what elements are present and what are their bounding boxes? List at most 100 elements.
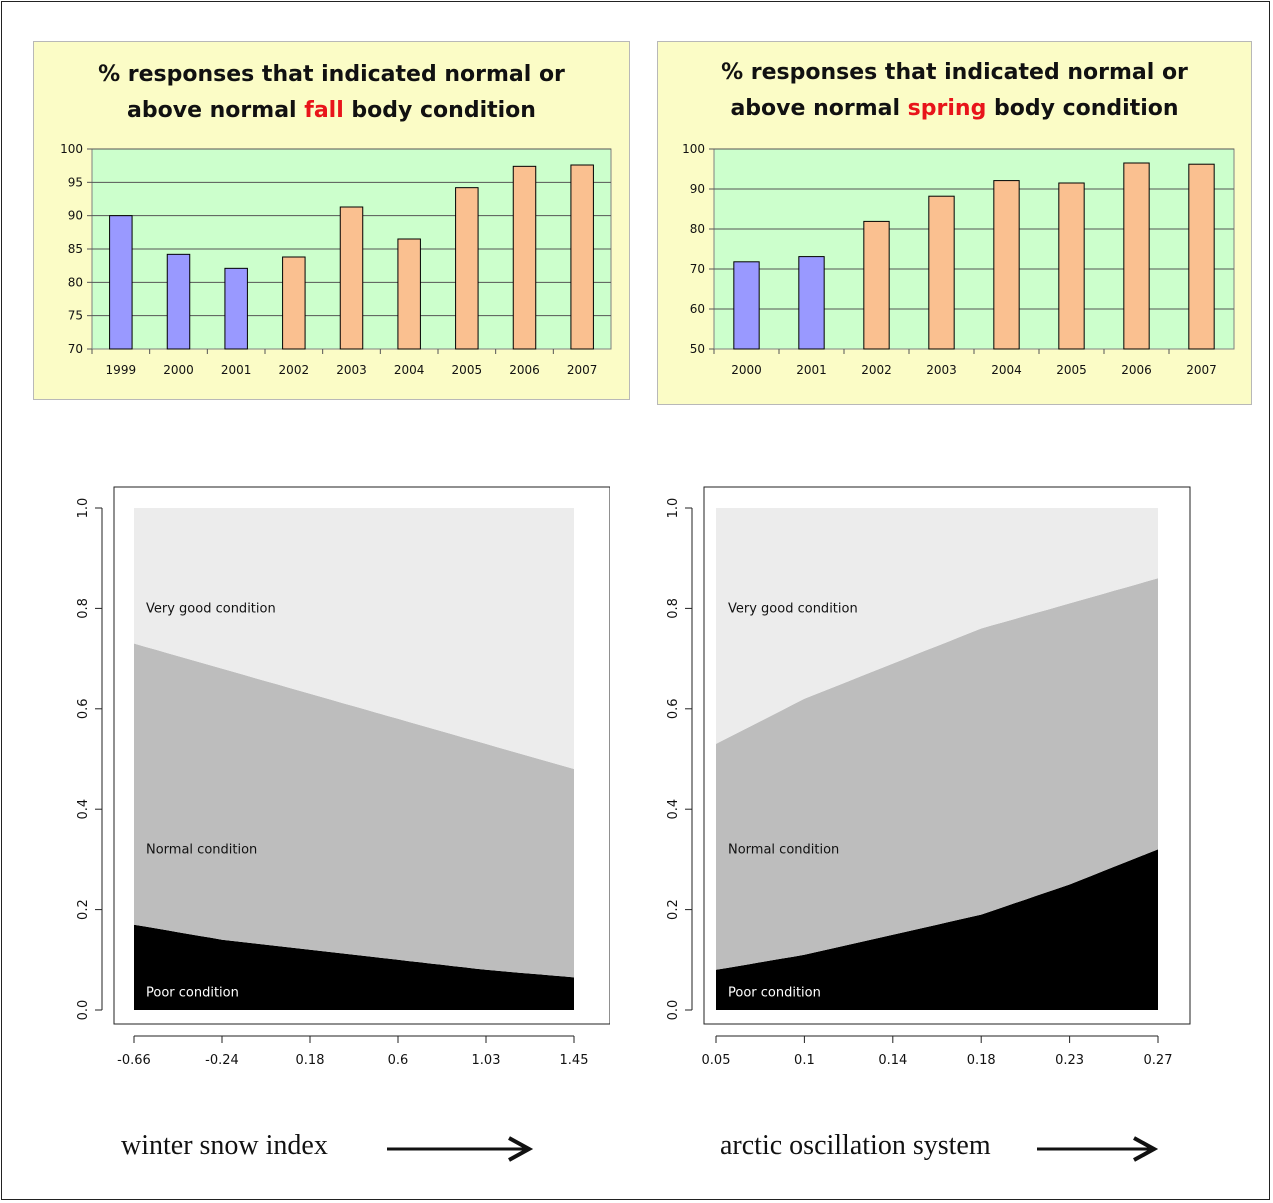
label-normal-condition: Normal condition — [146, 842, 257, 857]
bar-2005 — [1058, 182, 1085, 350]
y-tick-label: 0.6 — [666, 698, 681, 719]
x-tick-label: 2001 — [796, 363, 827, 377]
snow-index-plot: Poor condition Normal condition Very good … — [76, 486, 610, 1068]
label-very-good-condition: Very good condition — [146, 601, 276, 616]
y-tick-label: 75 — [68, 309, 83, 323]
y-tick-label: 0.8 — [76, 598, 91, 619]
x-tick-label: 2007 — [567, 363, 598, 377]
x-tick-label: 2002 — [279, 363, 310, 377]
bar-2007 — [1188, 163, 1215, 350]
label-poor-condition: Poor condition — [146, 985, 239, 1000]
x-tick-label: 2001 — [221, 363, 252, 377]
label-normal-condition: Normal condition — [728, 842, 839, 857]
arctic-arrow-icon — [1037, 1136, 1159, 1162]
bar-2006 — [512, 165, 537, 350]
x-tick-label: 2006 — [1121, 363, 1152, 377]
y-tick-label: 0.2 — [76, 899, 91, 920]
y-tick-label: 100 — [682, 142, 705, 156]
fall-body-condition-chart: % responses that indicated normal or abo… — [33, 41, 630, 400]
x-tick-label: 0.6 — [388, 1053, 409, 1068]
spring-title-line2: above normal spring body condition — [730, 96, 1179, 121]
fall-chart-title: % responses that indicated normal or abo… — [34, 57, 629, 129]
arctic-oscillation-plot: Poor condition Normal condition Very good … — [666, 486, 1191, 1068]
bar-2001 — [224, 267, 248, 350]
fall-bar-plot: 70 75 80 85 90 95 100 1999 2000 2001 2002 2003 2004 2… — [60, 142, 612, 377]
band-poor-condition — [134, 924, 574, 1010]
y-tick-label: 0.0 — [76, 1000, 91, 1021]
x-tick-label: 2005 — [1056, 363, 1087, 377]
x-tick-label: 1.45 — [560, 1053, 589, 1068]
bar-2000 — [166, 253, 191, 350]
y-tick-label: 70 — [68, 342, 83, 356]
y-tick-label: 90 — [690, 182, 705, 196]
arctic-caption: arctic oscillation system — [720, 1130, 991, 1161]
snow-caption: winter snow index — [121, 1130, 328, 1161]
x-tick-label: 2007 — [1186, 363, 1217, 377]
spring-body-condition-chart: % responses that indicated normal or abo… — [657, 41, 1252, 405]
spring-chart-title: % responses that indicated normal or abo… — [658, 55, 1251, 127]
y-tick-label: 0.0 — [666, 1000, 681, 1021]
y-tick-label: 80 — [68, 275, 83, 289]
bar-2000 — [733, 261, 760, 350]
band-very-good-condition — [134, 508, 574, 769]
bar-2002 — [863, 220, 890, 350]
y-tick-label: 90 — [68, 209, 83, 223]
x-tick-label: 0.27 — [1144, 1053, 1173, 1068]
y-tick-label: 85 — [68, 242, 83, 256]
x-tick-label: 0.1 — [794, 1053, 815, 1068]
fall-title-highlight: fall — [304, 98, 344, 123]
bar-2004 — [993, 180, 1020, 350]
x-tick-label: 2002 — [861, 363, 892, 377]
spring-bar-plot: 50 60 70 80 90 100 2000 2001 2002 2003 2004 2005 200… — [682, 142, 1235, 377]
x-tick-label: -0.66 — [117, 1053, 151, 1068]
x-tick-label: 2004 — [394, 363, 425, 377]
x-tick-label: 2000 — [163, 363, 194, 377]
bar-2001 — [798, 256, 825, 350]
y-tick-label: 0.8 — [666, 598, 681, 619]
x-tick-label: 0.18 — [296, 1053, 325, 1068]
bar-2003 — [339, 206, 364, 350]
x-tick-label: 0.18 — [967, 1053, 996, 1068]
x-tick-label: 0.23 — [1055, 1053, 1084, 1068]
x-tick-label: 2004 — [991, 363, 1022, 377]
x-tick-label: 1999 — [106, 363, 137, 377]
x-tick-label: 1.03 — [472, 1053, 501, 1068]
y-tick-label: 80 — [690, 222, 705, 236]
y-tick-label: 95 — [68, 175, 83, 189]
band-poor-condition — [716, 849, 1158, 1010]
fall-title-line2: above normal fall body condition — [127, 98, 536, 123]
y-tick-label: 70 — [690, 262, 705, 276]
y-tick-label: 0.6 — [76, 698, 91, 719]
x-tick-label: 2000 — [731, 363, 762, 377]
bar-2004 — [397, 238, 421, 350]
spring-title-highlight: spring — [907, 96, 987, 121]
band-normal-condition — [134, 643, 574, 978]
fall-title-line1: % responses that indicated normal or — [98, 62, 565, 87]
label-very-good-condition: Very good condition — [728, 601, 858, 616]
y-tick-label: 1.0 — [76, 498, 91, 519]
x-tick-label: 2003 — [926, 363, 957, 377]
y-tick-label: 60 — [690, 302, 705, 316]
x-tick-label: -0.24 — [205, 1053, 239, 1068]
y-tick-label: 0.4 — [76, 799, 91, 820]
band-normal-condition — [716, 578, 1158, 970]
x-tick-label: 2005 — [452, 363, 483, 377]
x-tick-label: 2003 — [336, 363, 367, 377]
band-very-good-condition — [716, 508, 1158, 744]
plot-area — [713, 148, 1235, 350]
bar-2003 — [928, 195, 955, 350]
y-tick-label: 1.0 — [666, 498, 681, 519]
y-tick-label: 0.2 — [666, 899, 681, 920]
arctic-oscillation-probability-chart: Poor condition Normal condition Very good … — [640, 470, 1200, 1080]
y-tick-label: 100 — [60, 142, 83, 156]
bar-2006 — [1123, 162, 1150, 350]
y-tick-label: 0.4 — [666, 799, 681, 820]
y-tick-label: 50 — [690, 342, 705, 356]
bar-2005 — [455, 187, 479, 350]
snow-arrow-icon — [387, 1136, 534, 1162]
bar-2002 — [282, 256, 306, 350]
label-poor-condition: Poor condition — [728, 985, 821, 1000]
x-tick-label: 0.14 — [878, 1053, 907, 1068]
spring-title-line1: % responses that indicated normal or — [721, 60, 1188, 85]
